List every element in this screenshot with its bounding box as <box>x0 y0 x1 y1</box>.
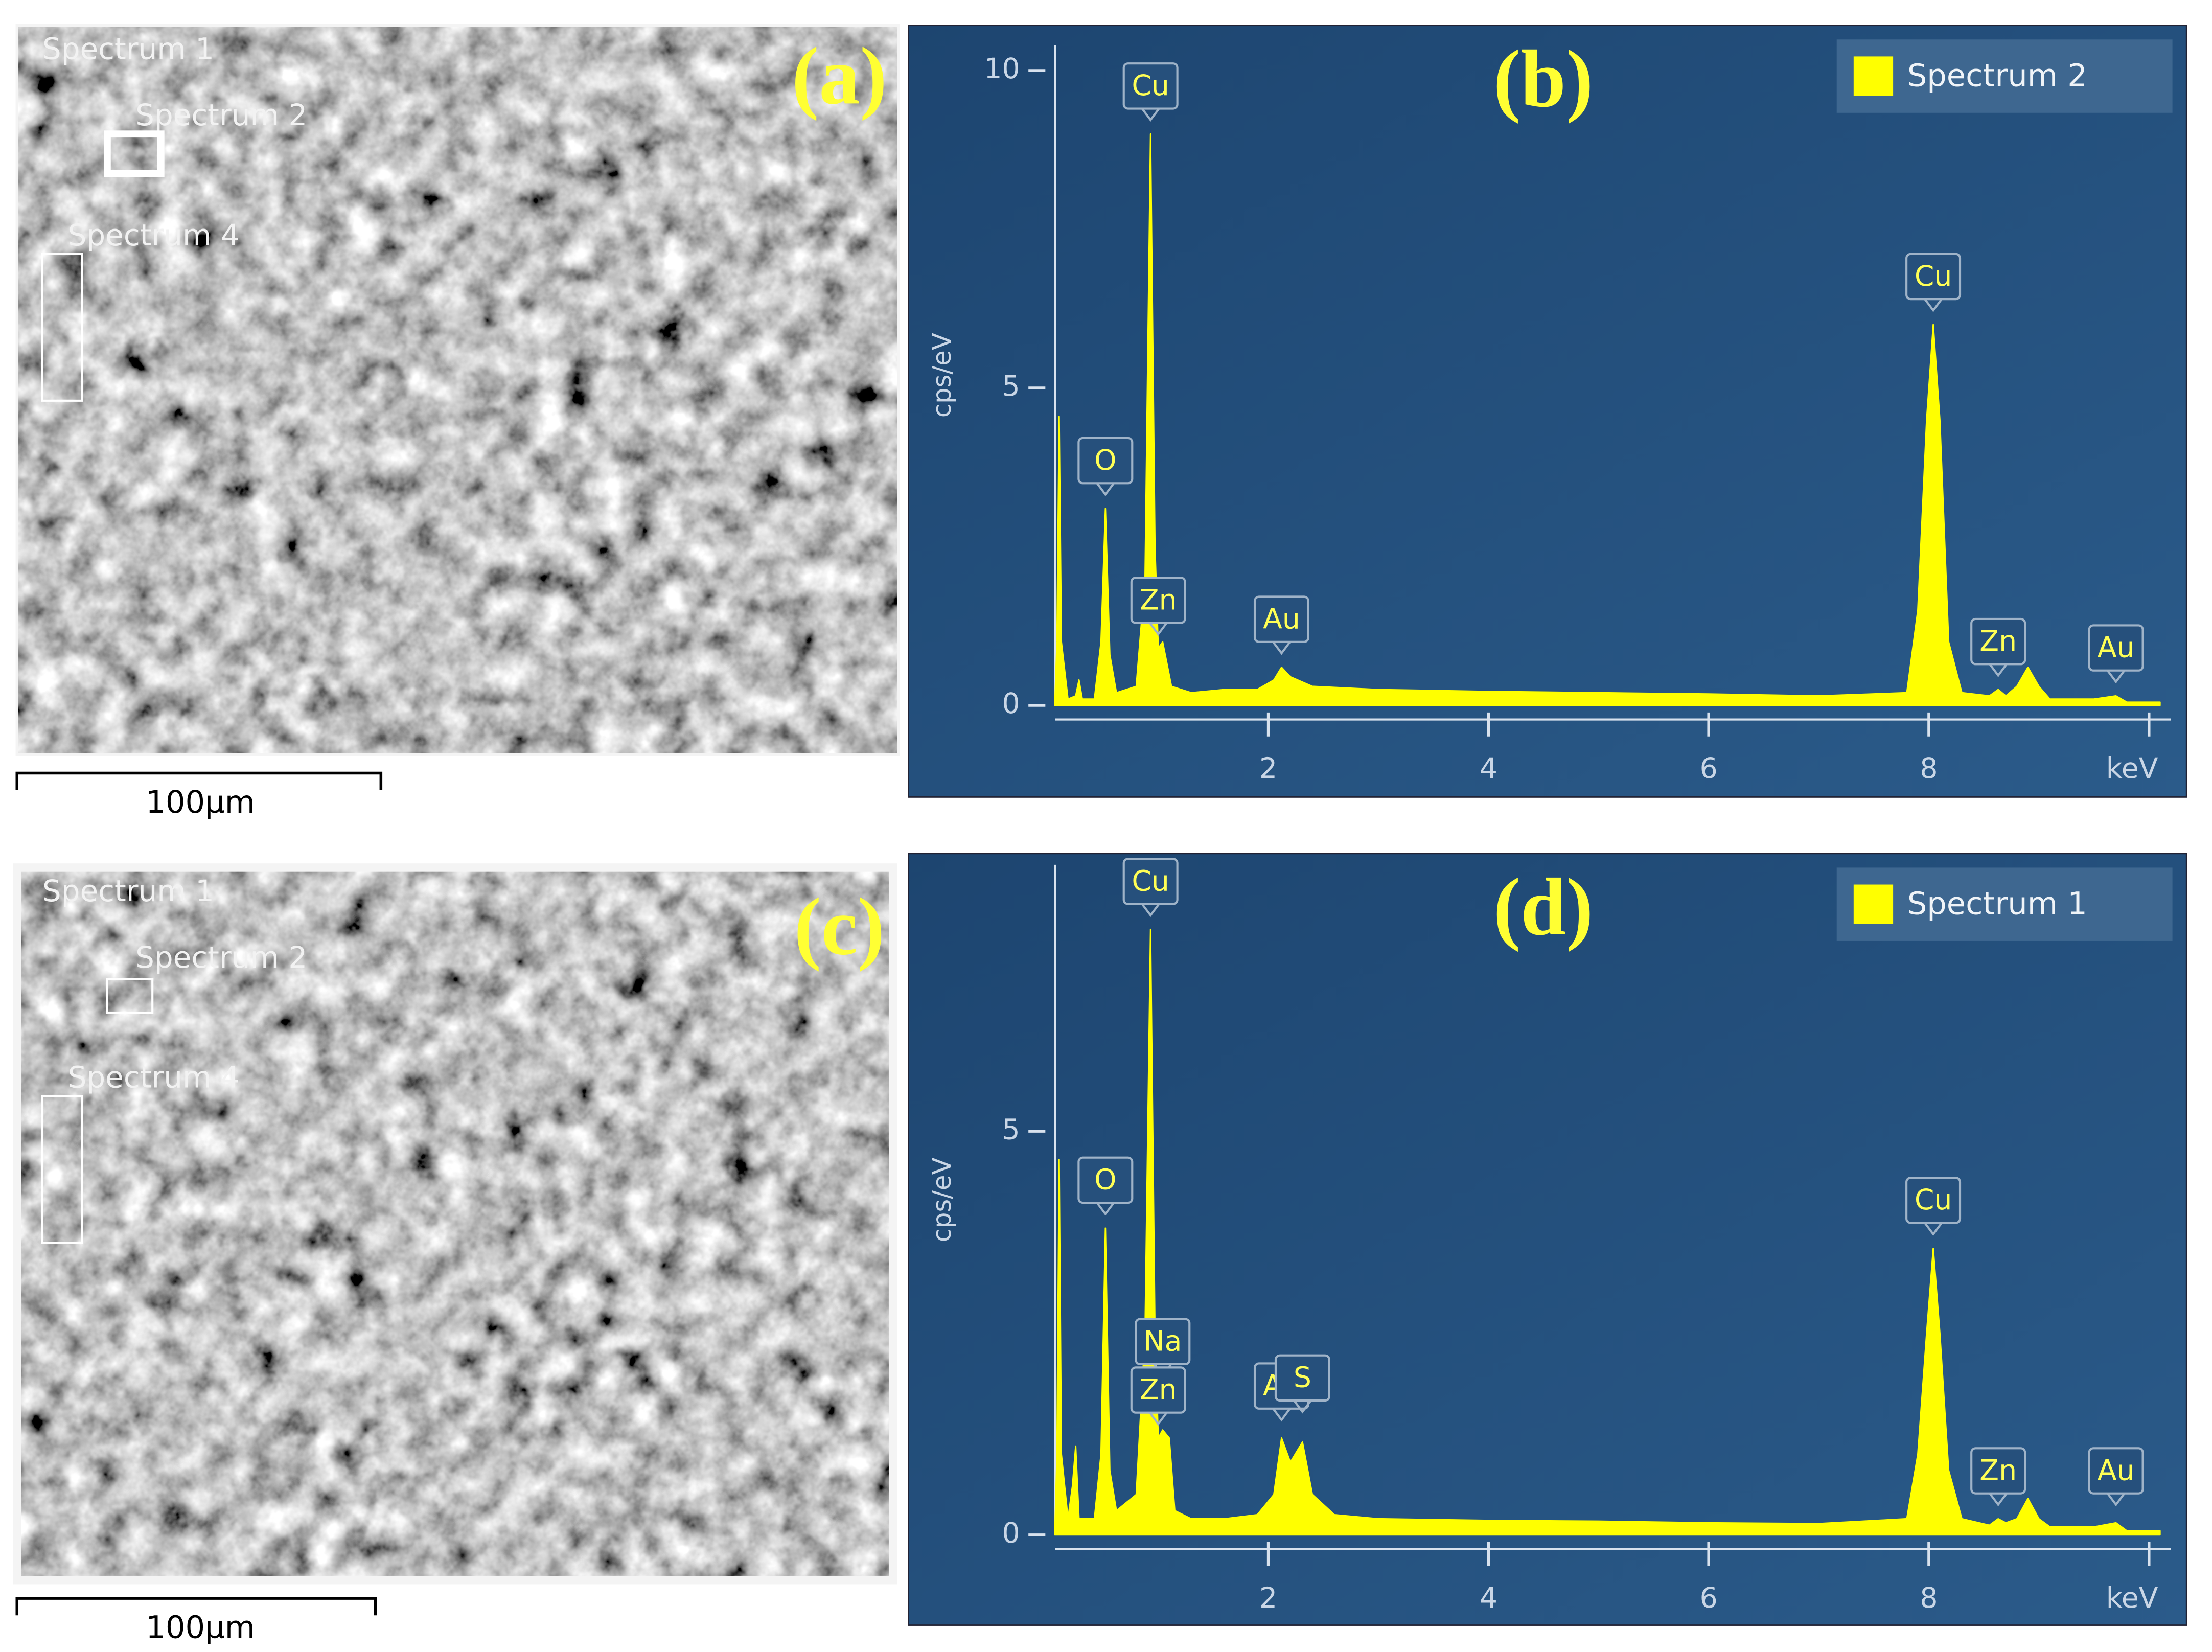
legend-label: Spectrum 1 <box>1907 886 2087 922</box>
annotation-pointer <box>1272 1408 1291 1422</box>
region-label: Spectrum 4 <box>68 1060 240 1095</box>
annotation-pointer <box>1989 1493 2008 1507</box>
spectrum <box>1054 928 2161 1536</box>
y-tick-label: 0 <box>1002 687 1020 720</box>
annotation-pointer <box>1141 903 1160 917</box>
annotation-box <box>1130 1366 1186 1414</box>
annotation-box <box>1122 62 1179 110</box>
x-tick-label: 6 <box>1700 752 1718 785</box>
region-label: Spectrum 2 <box>135 940 307 975</box>
annotation-pointer <box>1989 663 2008 677</box>
annotation-box <box>1077 1156 1134 1204</box>
region-label: Spectrum 1 <box>42 31 214 66</box>
annotation-pointer <box>1149 1412 1168 1426</box>
y-tick-label: 0 <box>1002 1517 1020 1550</box>
annotation-label: Cu <box>1915 1184 1952 1217</box>
annotation-pointer <box>1272 641 1291 655</box>
annotation-label: Au <box>2098 1454 2135 1487</box>
annotation-box <box>2088 1447 2144 1495</box>
panel-label: (d) <box>1493 861 1594 952</box>
y-axis-label: cps/eV <box>927 333 957 418</box>
annotation-box <box>1130 577 1186 624</box>
annotation-pointer <box>1096 1202 1115 1216</box>
legend-swatch <box>1853 56 1894 96</box>
annotation-box <box>1135 1318 1191 1365</box>
annotation-label: Zn <box>1979 1454 2017 1487</box>
annotation-label: Au <box>1263 603 1300 636</box>
annotation-box <box>1905 253 1962 301</box>
annotation-label: Cu <box>1915 260 1952 293</box>
annotation-pointer <box>1293 1399 1312 1414</box>
region-box <box>41 253 83 402</box>
scale-bar-label: 100µm <box>146 785 255 820</box>
y-tick-label: 5 <box>1002 1113 1020 1146</box>
annotation-pointer <box>1924 1222 1943 1236</box>
annotation-label: Na <box>1143 1325 1182 1358</box>
annotation-pointer <box>1141 108 1160 122</box>
x-tick-label: 2 <box>1259 752 1277 785</box>
x-tick-label: 8 <box>1920 1582 1938 1615</box>
x-tick-label: 4 <box>1480 752 1497 785</box>
annotation-box <box>1122 858 1179 905</box>
annotation-pointer <box>2106 670 2126 684</box>
annotation-label: Zn <box>1140 584 1177 616</box>
annotation-pointer <box>1096 483 1115 496</box>
x-tick-label: 4 <box>1480 1582 1497 1615</box>
annotation-box <box>1970 617 2026 666</box>
legend-swatch <box>1853 884 1894 924</box>
region-box <box>103 130 165 177</box>
spectrum <box>1054 133 2161 706</box>
annotation-pointer <box>1149 622 1168 636</box>
panel-label: (a) <box>792 30 887 121</box>
annotation-pointer <box>2106 1493 2126 1507</box>
y-tick-label: 10 <box>984 53 1020 85</box>
y-tick-label: 5 <box>1002 370 1020 403</box>
panel-label: (b) <box>1493 33 1594 124</box>
panel-label: (c) <box>794 881 885 972</box>
legend-label: Spectrum 2 <box>1907 58 2087 94</box>
chart-background <box>908 853 2187 1626</box>
x-tick-label: 2 <box>1259 1582 1277 1615</box>
annotation-box <box>1077 437 1134 485</box>
sem-border <box>12 863 897 1585</box>
region-label: Spectrum 4 <box>68 218 240 253</box>
x-tick-label: 6 <box>1700 1582 1718 1615</box>
x-tick-label: keV <box>2106 1582 2158 1615</box>
chart-background <box>908 25 2187 798</box>
annotation-box <box>1274 1354 1330 1402</box>
annotation-label: Cu <box>1132 70 1169 102</box>
annotation-label: Zn <box>1140 1373 1177 1406</box>
scale-bar <box>15 771 383 790</box>
x-tick-label: keV <box>2106 752 2158 785</box>
sem-border <box>15 24 901 756</box>
annotation-pointer <box>1924 298 1943 312</box>
annotation-label: O <box>1094 444 1116 477</box>
region-label: Spectrum 2 <box>135 98 307 132</box>
region-label: Spectrum 1 <box>42 874 214 908</box>
region-box <box>41 1095 83 1244</box>
annotation-label: S <box>1294 1362 1311 1394</box>
annotation-label: Zn <box>1979 625 2017 658</box>
sem-image <box>17 867 893 1580</box>
annotation-box <box>1905 1177 1962 1224</box>
y-axis-label: cps/eV <box>927 1157 957 1242</box>
annotation-label: Cu <box>1132 865 1169 898</box>
annotation-box <box>1253 595 1309 643</box>
annotation-label: Au <box>2098 631 2135 664</box>
annotation-label: O <box>1094 1164 1116 1197</box>
scale-bar-label: 100µm <box>146 1610 255 1645</box>
annotation-box <box>1970 1447 2026 1495</box>
annotation-box <box>2088 624 2144 672</box>
region-box <box>106 978 154 1014</box>
scale-bar <box>15 1597 377 1616</box>
x-tick-label: 8 <box>1920 752 1938 785</box>
